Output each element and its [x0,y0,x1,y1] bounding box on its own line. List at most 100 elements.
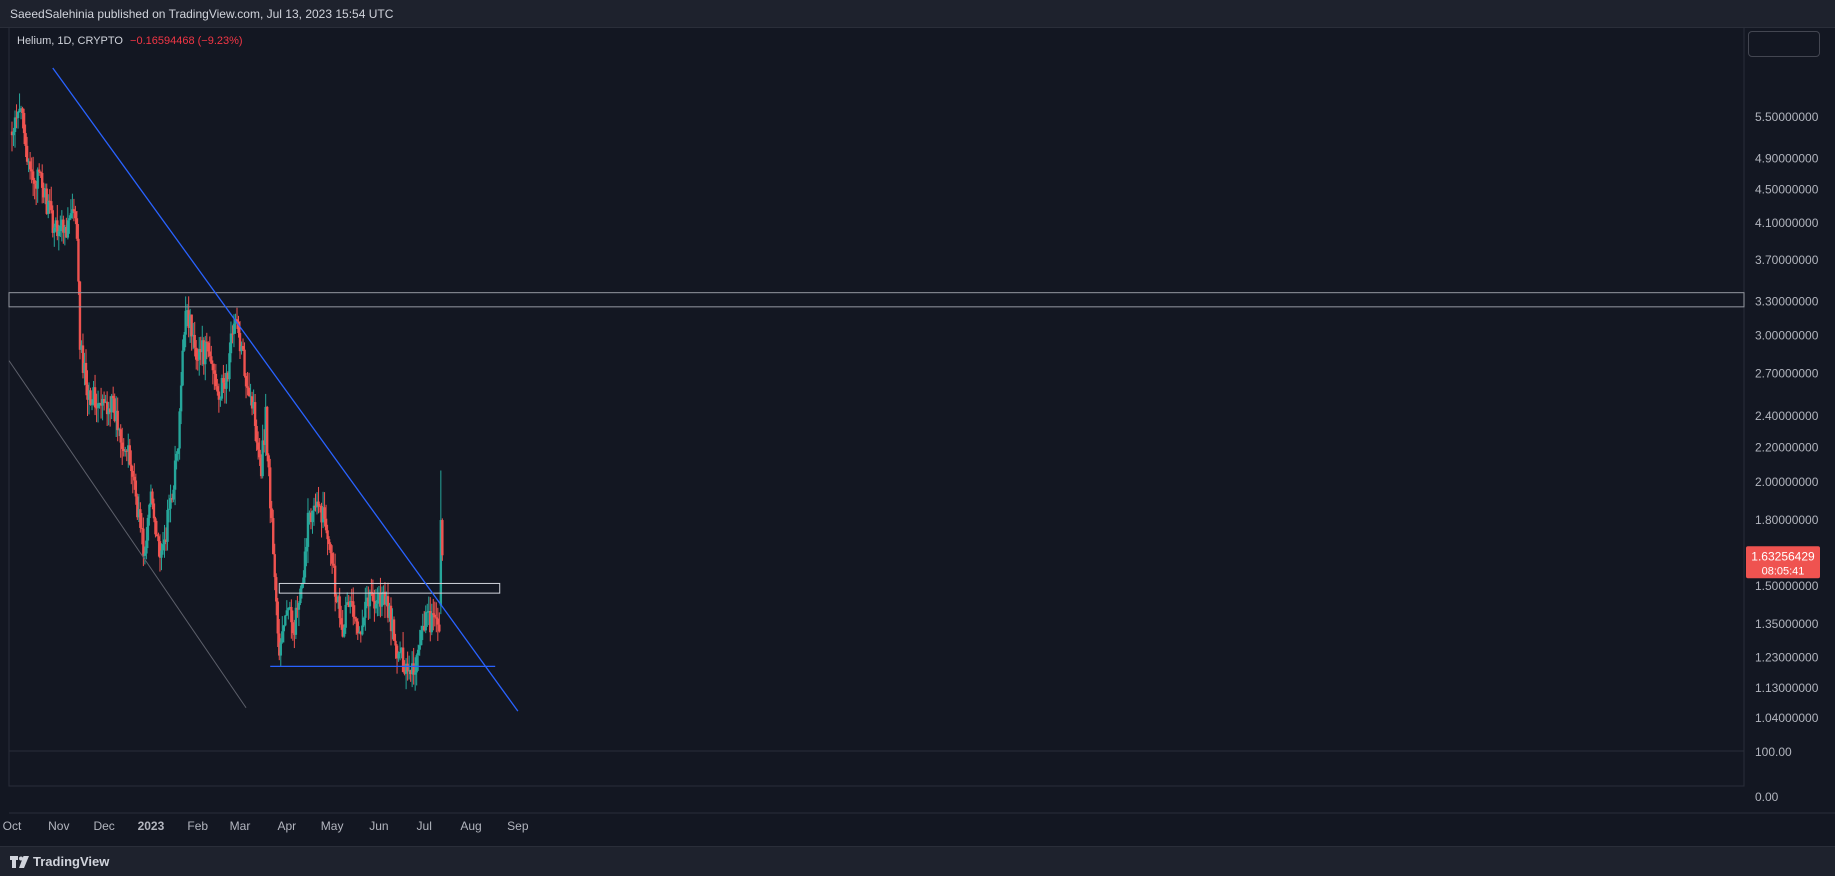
candle-body [324,518,328,531]
current-price-countdown: 08:05:41 [1762,565,1805,577]
candle-body [332,563,335,566]
candle-body [193,334,196,348]
candle-body [151,491,154,504]
candle-body [170,498,174,500]
candle-body [96,403,100,408]
candle-body [397,653,400,659]
candle-body [398,652,402,654]
candle-body [211,363,215,371]
candle-body [376,600,379,604]
candle-body [267,455,270,468]
chart-legend: Helium, 1D, CRYPTO −0.16594468 (−9.23%) [17,35,243,47]
candle-body [68,218,71,221]
candle-body [145,540,148,554]
candle-body [305,546,308,552]
footer-bar: TradingView [0,846,1835,876]
candle-body [196,359,199,361]
time-axis-label: Apr [277,819,296,833]
candle-body [87,390,91,400]
candle-body [385,596,388,605]
candle-body [223,382,227,389]
candle-body [418,645,421,650]
candle-body [406,663,409,672]
candle-body [24,133,27,146]
candle-body [421,625,424,631]
candle-body [374,603,378,609]
price-chart[interactable]: 5.50000000 4.90000000 4.50000000 4.10000000… [0,27,1835,846]
candle-body [244,375,248,387]
candle-body [181,350,184,386]
candle-body [441,520,444,556]
candle-body [213,370,216,374]
candle-body [195,347,198,360]
candle-body [373,600,376,609]
price-axis: 5.50000000 4.90000000 4.50000000 4.10000000… [1755,110,1819,804]
candle-body [404,663,408,674]
candle-body [347,602,350,608]
chart-pane-border [8,27,1745,787]
candle-body [258,449,261,458]
candle-body [169,498,172,509]
candle-body [401,647,405,672]
candle-body [136,496,139,518]
candle-body [179,385,183,412]
candle-body [30,169,33,172]
candle-body [48,200,51,202]
candle-body [318,505,322,507]
candle-body [279,642,282,656]
candle-body [108,408,112,413]
candle-body [187,310,190,328]
candle-body [99,402,103,406]
time-axis-label: Dec [93,819,114,833]
candle-body [264,406,267,445]
candle-body [77,238,80,282]
candle-body [78,281,82,350]
candle-body [291,622,295,634]
candle-body [377,592,381,601]
candle-body [44,188,47,198]
candle-body [42,187,45,198]
current-price-label: 1.63256429 [1751,549,1815,563]
candle-body [330,553,334,564]
candle-body [392,619,396,641]
candle-body [284,615,287,626]
tradingview-logo[interactable]: TradingView [10,854,109,869]
candle-body [83,362,86,373]
candle-body [252,402,255,409]
candle-body [358,631,361,634]
candle-body [121,442,124,449]
candle-body [427,611,430,613]
candle-body [352,601,355,617]
chart-settings-button[interactable] [1748,31,1820,57]
candle-body [281,631,284,643]
candle-body [214,373,218,387]
candle-body [51,210,54,233]
candle-body [403,671,406,674]
candle-body [155,534,159,537]
candle-body [217,391,221,400]
lower-channel-line [8,360,247,709]
candle-body [430,613,433,633]
candles [10,93,444,691]
candle-body [400,647,403,653]
candle-body [380,594,384,607]
candle-body [110,395,113,413]
candle-body [265,406,269,456]
candle-body [27,161,30,163]
price-axis-label: 2.70000000 [1755,367,1819,381]
candle-body [10,131,14,136]
candle-body [201,340,204,353]
candle-body [329,544,332,554]
candle-body [412,663,415,675]
price-axis-label: 4.50000000 [1755,182,1819,196]
candle-body [131,470,134,477]
candle-body [359,631,363,635]
candle-body [282,625,285,632]
candle-body [278,633,281,656]
price-axis-label: 1.23000000 [1755,650,1819,664]
candle-body [118,429,121,431]
candle-body [134,480,138,497]
candle-body [125,450,128,452]
candle-body [124,450,127,452]
price-axis-label: 1.35000000 [1755,617,1819,631]
